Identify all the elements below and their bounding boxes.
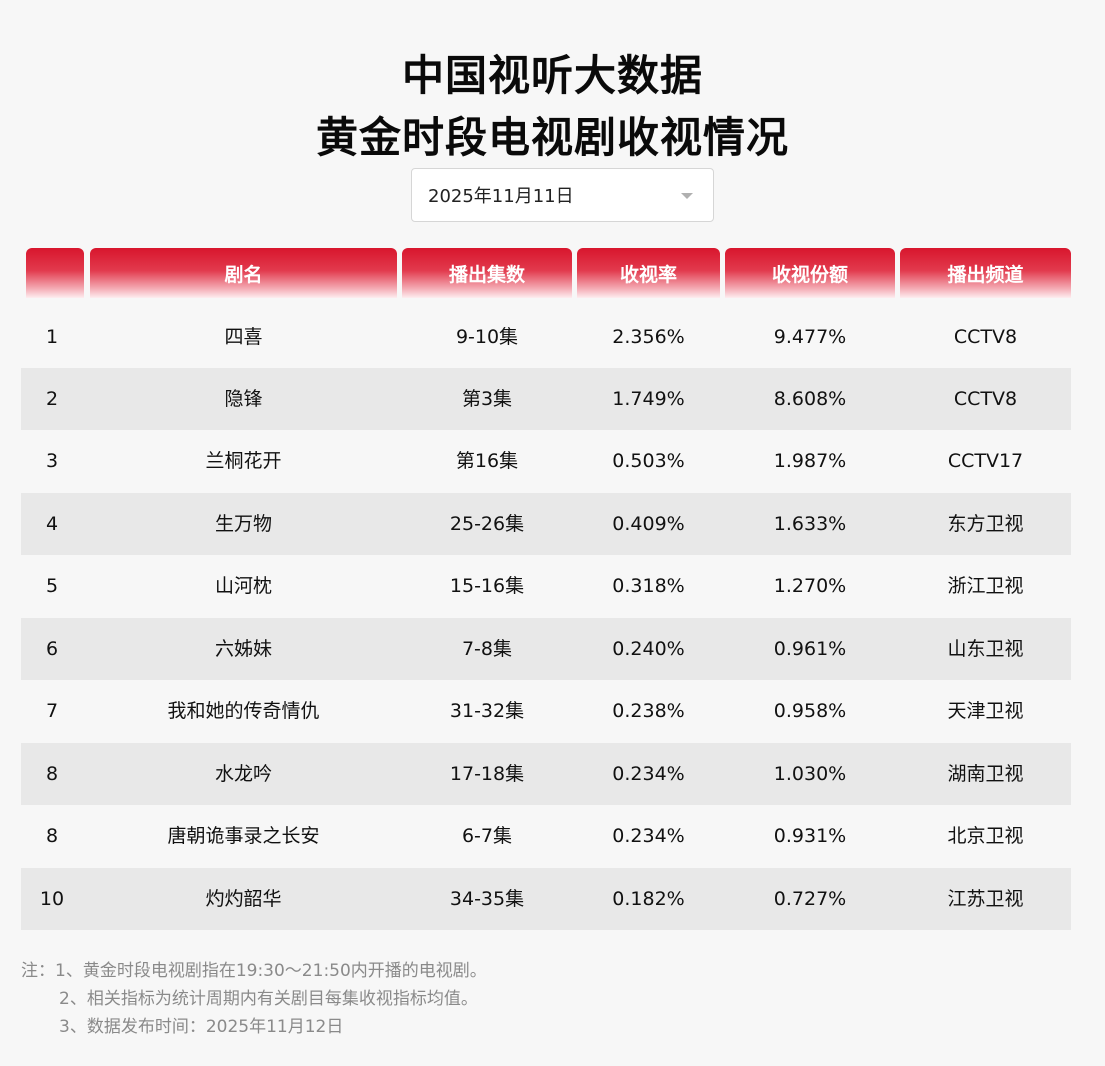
cell-rank: 7 [45, 700, 59, 722]
header-rating: 收视率 [577, 248, 720, 298]
cell-share: 1.270% [773, 575, 847, 597]
cell-channel: 北京卫视 [947, 825, 1024, 847]
cell-rating: 2.356% [612, 326, 685, 348]
cell-name: 兰桐花开 [205, 450, 282, 472]
cell-channel: 江苏卫视 [947, 888, 1024, 910]
table-row: 6 六姊妹 7-8集 0.240% 0.961% 山东卫视 [21, 618, 1071, 680]
header-name: 剧名 [90, 248, 397, 298]
table-row: 8 水龙吟 17-18集 0.234% 1.030% 湖南卫视 [21, 743, 1071, 805]
cell-name: 四喜 [224, 326, 263, 348]
table-row: 5 山河枕 15-16集 0.318% 1.270% 浙江卫视 [21, 555, 1071, 617]
cell-share: 1.633% [773, 513, 847, 535]
cell-episodes: 17-18集 [449, 763, 525, 785]
cell-episodes: 31-32集 [449, 700, 525, 722]
cell-rank: 5 [45, 575, 59, 597]
cell-share: 0.931% [773, 825, 847, 847]
cell-channel: CCTV8 [953, 326, 1018, 348]
page-title-line1: 中国视听大数据 [401, 51, 703, 100]
cell-rating: 0.234% [612, 825, 685, 847]
cell-episodes: 6-7集 [461, 825, 513, 847]
table-row: 7 我和她的传奇情仇 31-32集 0.238% 0.958% 天津卫视 [21, 680, 1071, 742]
cell-name: 隐锋 [224, 388, 263, 410]
cell-rank: 2 [45, 388, 59, 410]
cell-share: 1.987% [773, 450, 847, 472]
cell-name: 生万物 [214, 513, 272, 535]
header-share: 收视份额 [725, 248, 895, 298]
cell-rank: 4 [45, 513, 59, 535]
cell-episodes: 7-8集 [461, 638, 513, 660]
cell-rank: 6 [45, 638, 59, 660]
cell-rank: 10 [39, 888, 65, 910]
page-title-line2: 黄金时段电视剧收视情况 [315, 113, 789, 162]
date-select-value: 2025年11月11日 [428, 186, 574, 207]
header-rank [26, 248, 84, 298]
cell-channel: 天津卫视 [947, 700, 1024, 722]
cell-name: 唐朝诡事录之长安 [167, 825, 320, 847]
cell-name: 灼灼韶华 [205, 888, 282, 910]
cell-channel: 东方卫视 [947, 513, 1024, 535]
cell-rank: 8 [45, 825, 59, 847]
cell-rating: 0.503% [612, 450, 685, 472]
cell-rating: 0.318% [612, 575, 685, 597]
cell-channel: CCTV8 [953, 388, 1018, 410]
cell-share: 1.030% [773, 763, 847, 785]
cell-rating: 0.409% [612, 513, 685, 535]
cell-name: 水龙吟 [214, 763, 272, 785]
cell-rating: 0.182% [612, 888, 685, 910]
table-row: 2 隐锋 第3集 1.749% 8.608% CCTV8 [21, 368, 1071, 430]
cell-episodes: 15-16集 [449, 575, 525, 597]
cell-rating: 0.234% [612, 763, 685, 785]
table-row: 3 兰桐花开 第16集 0.503% 1.987% CCTV17 [21, 430, 1071, 492]
table-row: 1 四喜 9-10集 2.356% 9.477% CCTV8 [21, 306, 1071, 368]
cell-channel: 湖南卫视 [947, 763, 1024, 785]
cell-episodes: 34-35集 [449, 888, 525, 910]
cell-rank: 1 [45, 326, 59, 348]
cell-channel: CCTV17 [947, 450, 1024, 472]
table-row: 8 唐朝诡事录之长安 6-7集 0.234% 0.931% 北京卫视 [21, 805, 1071, 867]
cell-share: 9.477% [773, 326, 847, 348]
cell-episodes: 第3集 [461, 388, 513, 410]
table-row: 4 生万物 25-26集 0.409% 1.633% 东方卫视 [21, 493, 1071, 555]
header-channel: 播出频道 [900, 248, 1071, 298]
footnote-1: 注：1、黄金时段电视剧指在19:30～21:50内开播的电视剧。 [21, 961, 487, 981]
cell-name: 我和她的传奇情仇 [167, 700, 320, 722]
cell-share: 0.958% [773, 700, 847, 722]
footnote-3: 3、数据发布时间：2025年11月12日 [59, 1017, 344, 1037]
cell-rating: 1.749% [612, 388, 685, 410]
chevron-down-icon [681, 193, 693, 199]
cell-rank: 8 [45, 763, 59, 785]
cell-episodes: 25-26集 [449, 513, 525, 535]
cell-rating: 0.238% [612, 700, 685, 722]
cell-share: 0.961% [773, 638, 847, 660]
cell-channel: 浙江卫视 [947, 575, 1024, 597]
cell-name: 山河枕 [214, 575, 272, 597]
cell-rank: 3 [45, 450, 59, 472]
table-row: 10 灼灼韶华 34-35集 0.182% 0.727% 江苏卫视 [21, 868, 1071, 930]
cell-episodes: 9-10集 [455, 326, 519, 348]
footnote-2: 2、相关指标为统计周期内有关剧目每集收视指标均值。 [59, 989, 478, 1009]
date-select[interactable]: 2025年11月11日 [411, 168, 714, 222]
header-episodes: 播出集数 [402, 248, 572, 298]
cell-name: 六姊妹 [214, 638, 272, 660]
footnotes: 注：1、黄金时段电视剧指在19:30～21:50内开播的电视剧。 2、相关指标为… [21, 957, 487, 1041]
cell-rating: 0.240% [612, 638, 685, 660]
cell-share: 0.727% [773, 888, 847, 910]
cell-channel: 山东卫视 [947, 638, 1024, 660]
cell-episodes: 第16集 [455, 450, 519, 472]
cell-share: 8.608% [773, 388, 847, 410]
